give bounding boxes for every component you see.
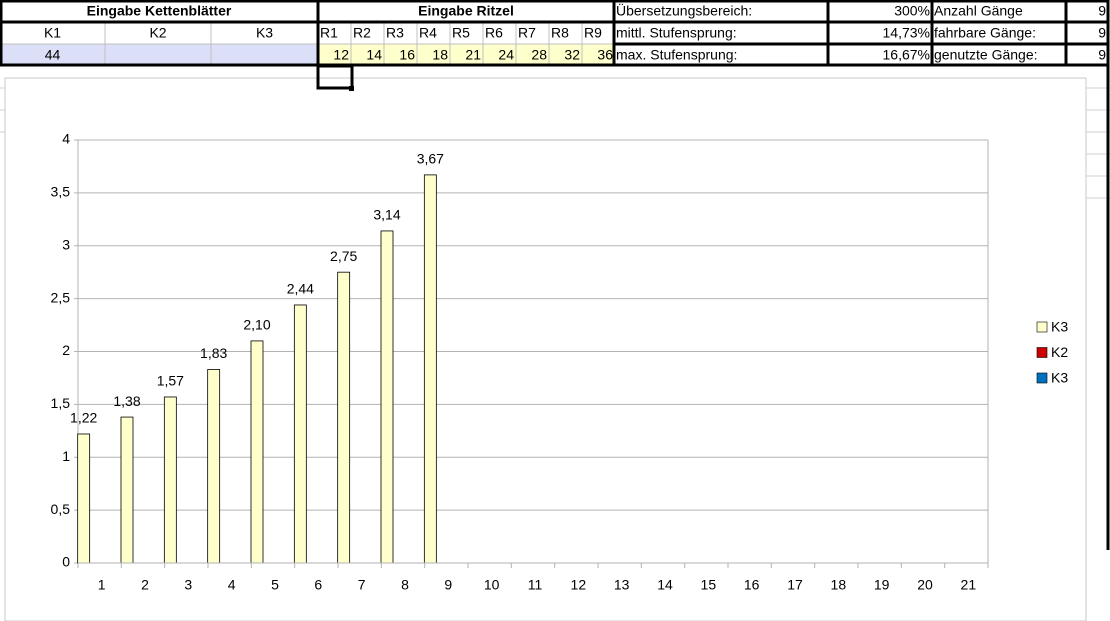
cell-text: genutzte Gänge: (934, 47, 1038, 63)
chart-area (4, 77, 1087, 621)
x-tick-label: 16 (744, 577, 760, 593)
y-tick-label: 2 (62, 342, 70, 358)
data-label: 1,38 (113, 393, 140, 409)
cell-text: R4 (419, 25, 437, 41)
cell-text: R3 (386, 25, 404, 41)
data-label: 1,83 (200, 345, 227, 361)
cell-text: R2 (353, 25, 371, 41)
x-tick-label: 12 (571, 577, 587, 593)
y-tick-label: 3,5 (51, 184, 71, 200)
cell-text: 9 (1098, 25, 1106, 41)
cell-text: 44 (45, 47, 61, 63)
bar (250, 340, 264, 564)
bar (163, 396, 177, 564)
cell-text: 16 (399, 47, 415, 63)
legend-label: K3 (1051, 370, 1068, 386)
x-tick-label: 6 (314, 577, 322, 593)
data-label: 1,22 (70, 410, 97, 426)
x-tick-label: 4 (228, 577, 236, 593)
cell-text: R5 (452, 25, 470, 41)
cell-text: R8 (551, 25, 569, 41)
bar (120, 416, 134, 564)
x-tick-label: 2 (141, 577, 149, 593)
cell-text: Übersetzungsbereich: (616, 2, 752, 19)
x-tick-label: 13 (614, 577, 630, 593)
bar (77, 433, 91, 564)
data-label: 3,14 (373, 207, 400, 223)
x-tick-label: 19 (874, 577, 890, 593)
y-tick-label: 4 (62, 131, 70, 147)
legend-swatch (1036, 321, 1048, 333)
bar (380, 230, 394, 564)
x-tick-label: 18 (831, 577, 847, 593)
x-tick-label: 3 (184, 577, 192, 593)
y-tick-label: 1,5 (51, 395, 71, 411)
cell-text: 14 (366, 47, 382, 63)
legend-label: K2 (1051, 344, 1068, 360)
cell-text: 32 (564, 47, 580, 63)
x-tick-label: 10 (484, 577, 500, 593)
y-tick-label: 3 (62, 236, 70, 252)
cell-text: R9 (584, 25, 602, 41)
cell-text: 16,67% (883, 47, 930, 63)
data-label: 1,57 (157, 373, 184, 389)
legend-swatch (1036, 372, 1048, 384)
cell-text: R6 (485, 25, 503, 41)
cell-text: 28 (531, 47, 547, 63)
cell-text: Anzahl Gänge (934, 3, 1023, 19)
cell-text: 14,73% (883, 25, 930, 41)
cell-text: max. Stufensprung: (616, 47, 737, 63)
sheet-grid (0, 87, 1110, 199)
thick-borders (0, 0, 1110, 550)
cell-text: 21 (465, 47, 481, 63)
cell (210, 43, 319, 67)
x-tick-label: 20 (917, 577, 933, 593)
cell-text: K3 (256, 25, 273, 41)
cell-text: 36 (597, 47, 613, 63)
data-label: 2,10 (243, 317, 270, 333)
x-tick-label: 1 (98, 577, 106, 593)
cell-text: K1 (44, 25, 61, 41)
x-tick-label: 21 (961, 577, 977, 593)
legend-swatch (1036, 347, 1048, 358)
x-tick-label: 15 (701, 577, 717, 593)
legend-label: K3 (1051, 319, 1068, 335)
y-tick-label: 0 (62, 554, 70, 570)
data-label: 3,67 (417, 151, 444, 167)
y-tick-label: 1 (62, 448, 70, 464)
cell-text: R1 (320, 25, 338, 41)
cell-text: 300% (894, 3, 930, 19)
x-tick-label: 17 (787, 577, 803, 593)
cell-text: R7 (518, 25, 536, 41)
bar (293, 304, 307, 564)
y-tick-label: 0,5 (51, 501, 71, 517)
bar (337, 271, 351, 564)
cell-text: Eingabe Ritzel (418, 3, 514, 19)
cell-text: mittl. Stufensprung: (616, 25, 737, 41)
y-tick-label: 2,5 (51, 289, 71, 305)
cell-text: 9 (1098, 47, 1106, 63)
x-tick-label: 7 (358, 577, 366, 593)
cell-text: 24 (498, 47, 514, 63)
x-tick-label: 8 (401, 577, 409, 593)
data-label: 2,75 (330, 248, 357, 264)
cell-text: Eingabe Kettenblätter (87, 3, 232, 19)
x-tick-label: 9 (444, 577, 452, 593)
bar (207, 369, 221, 564)
data-label: 2,44 (287, 281, 314, 297)
x-tick-label: 5 (271, 577, 279, 593)
cell-text: 9 (1098, 3, 1106, 19)
bar (423, 174, 437, 564)
cell-text: 12 (333, 47, 349, 63)
x-tick-label: 14 (657, 577, 673, 593)
selection-handle (349, 86, 354, 91)
cell (104, 43, 212, 67)
cell-text: fahrbare Gänge: (934, 25, 1036, 41)
cell-text: 18 (432, 47, 448, 63)
cell-text: K2 (149, 25, 166, 41)
x-tick-label: 11 (528, 577, 543, 593)
